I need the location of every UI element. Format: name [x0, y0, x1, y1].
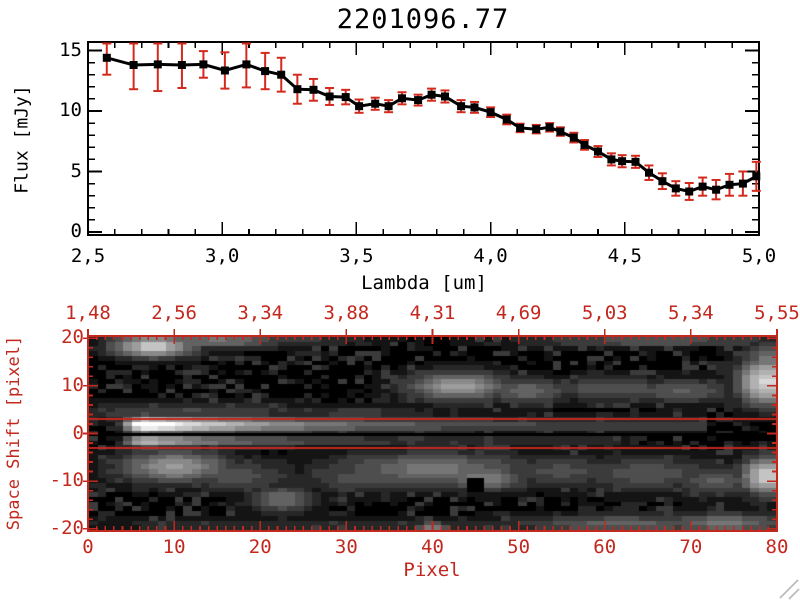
- plot-title: 2201096.77: [336, 4, 510, 35]
- space-shift-tick-label: -20: [49, 516, 84, 539]
- space-shift-tick-label: -10: [49, 469, 84, 492]
- wavelength-top-tick-label: 5,03: [581, 302, 628, 324]
- pixel-tick-label: 80: [765, 536, 789, 558]
- wavelength-top-tick-label: 4,31: [409, 302, 456, 324]
- lambda-tick-label: 3,0: [205, 245, 240, 267]
- pixel-tick-label: 70: [679, 536, 703, 558]
- flux-tick-label: 0: [70, 220, 82, 242]
- wavelength-top-tick-label: 3,88: [323, 302, 370, 324]
- flux-tick-label: 5: [70, 159, 82, 182]
- wavelength-top-tick-label: 5,55: [754, 302, 800, 324]
- wavelength-top-tick-label: 1,48: [65, 302, 111, 324]
- pixel-tick-label: 50: [507, 536, 531, 558]
- pixel-tick-label: 60: [593, 536, 617, 558]
- lambda-tick-label: 3,5: [339, 245, 374, 267]
- pixel-tick-label: 0: [82, 536, 94, 558]
- pixel-axis-label: Pixel: [403, 559, 461, 581]
- lambda-tick-label: 4,5: [607, 245, 642, 267]
- wavelength-top-tick-label: 5,34: [667, 302, 714, 324]
- lambda-tick-label: 4,0: [473, 245, 508, 267]
- pixel-tick-label: 40: [421, 536, 444, 558]
- lambda-tick-label: 2,5: [70, 245, 106, 267]
- pixel-tick-label: 20: [248, 536, 272, 558]
- pixel-tick-label: 10: [162, 536, 186, 558]
- wavelength-top-tick-label: 3,34: [237, 302, 284, 324]
- wavelength-top-tick-label: 2,56: [151, 302, 198, 324]
- space-shift-tick-label: 10: [61, 373, 84, 396]
- lambda-tick-label: 5,0: [741, 245, 777, 267]
- flux-tick-label: 15: [59, 38, 82, 61]
- space-shift-tick-label: 0: [72, 421, 84, 444]
- flux-tick-label: 10: [59, 99, 82, 121]
- lambda-axis-label: Lambda [um]: [361, 272, 487, 294]
- wavelength-top-tick-label: 4,69: [495, 302, 542, 324]
- space-shift-tick-label: 20: [61, 326, 84, 349]
- pixel-tick-label: 30: [334, 536, 358, 558]
- spectral-image: [89, 337, 776, 530]
- window-resize-handle-icon[interactable]: [774, 574, 800, 600]
